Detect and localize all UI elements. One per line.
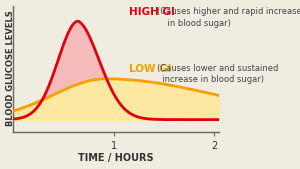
Y-axis label: BLOOD GLUCOSE LEVELS: BLOOD GLUCOSE LEVELS [6,11,15,126]
X-axis label: TIME / HOURS: TIME / HOURS [78,153,154,163]
Text: (Causes lower and sustained
  increase in blood sugar): (Causes lower and sustained increase in … [158,64,279,84]
Text: (Causes higher and rapid increase
    in blood sugar): (Causes higher and rapid increase in blo… [158,7,300,28]
Text: HIGH GI: HIGH GI [128,7,174,17]
Text: LOW GI: LOW GI [128,64,171,74]
